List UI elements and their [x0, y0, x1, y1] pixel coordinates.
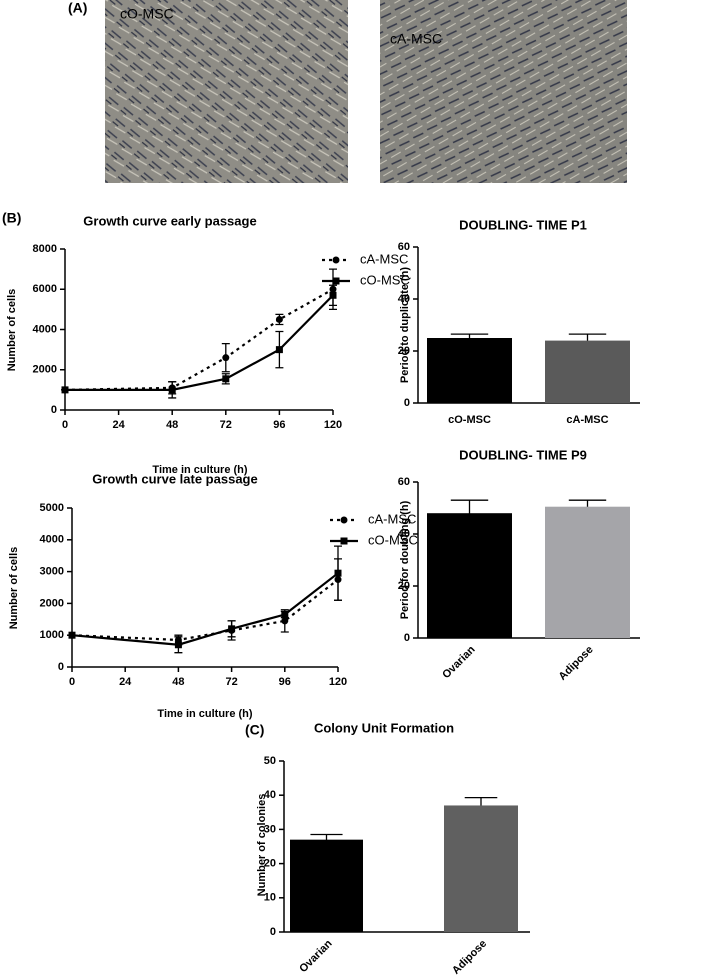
- y-axis-label: Number of colonies: [256, 794, 268, 897]
- y-tick-label: 10: [264, 892, 276, 904]
- legend-label: cO-MSC: [360, 272, 410, 287]
- y-axis-label: Period for doubling (h): [399, 500, 411, 619]
- series-line: [71, 578, 339, 642]
- panel-label: (A): [68, 0, 87, 16]
- y-tick-label: 40: [398, 528, 410, 540]
- y-tick-label: 0: [404, 397, 410, 409]
- y-tick-label: 1000: [40, 629, 64, 641]
- y-tick-label: 50: [264, 755, 276, 767]
- chart-title: DOUBLING- TIME P1: [459, 217, 587, 232]
- bar: [290, 839, 363, 932]
- panel-label: (B): [2, 210, 21, 226]
- marker: [281, 617, 289, 625]
- micrograph: [380, 0, 627, 183]
- marker: [329, 291, 337, 299]
- y-axis-label: Number of cells: [8, 547, 20, 630]
- legend-marker: [340, 537, 348, 545]
- x-tick-label: 24: [119, 676, 132, 688]
- legend-marker: [340, 516, 348, 524]
- x-tick-label: Ovarian: [440, 643, 478, 681]
- x-axis-label: Time in culture (h): [152, 464, 247, 476]
- marker: [275, 346, 283, 354]
- marker: [281, 611, 289, 619]
- bar: [545, 506, 630, 638]
- series-line: [71, 572, 339, 646]
- x-tick-label: 96: [273, 419, 285, 431]
- y-tick-label: 60: [398, 476, 410, 488]
- y-tick-label: 40: [264, 789, 276, 801]
- panel-label: (C): [245, 722, 264, 738]
- x-tick-label: Ovarian: [297, 937, 335, 975]
- legend-label: cA-MSC: [368, 511, 416, 526]
- y-tick-label: 3000: [40, 566, 64, 578]
- marker: [275, 315, 283, 323]
- x-tick-label: 72: [225, 676, 237, 688]
- chart-title: Growth curve late passage: [92, 471, 257, 486]
- x-tick-label: cA-MSC: [566, 414, 608, 426]
- y-tick-label: 8000: [33, 243, 57, 255]
- y-tick-label: 40: [398, 293, 410, 305]
- marker: [61, 386, 69, 394]
- marker: [168, 386, 176, 394]
- series-line: [65, 294, 334, 391]
- y-tick-label: 5000: [40, 502, 64, 514]
- bar: [427, 338, 512, 403]
- y-tick-label: 60: [398, 241, 410, 253]
- x-tick-label: Adipose: [450, 938, 489, 977]
- x-tick-label: 120: [324, 419, 342, 431]
- x-tick-label: Adipose: [556, 644, 595, 683]
- x-tick-label: 120: [329, 676, 347, 688]
- y-tick-label: 30: [264, 823, 276, 835]
- y-tick-label: 0: [270, 926, 276, 938]
- marker: [228, 625, 236, 633]
- series-line: [64, 288, 334, 391]
- chart-title: Colony Unit Formation: [314, 720, 454, 735]
- legend-label: cA-MSC: [360, 251, 408, 266]
- x-tick-label: 48: [166, 419, 178, 431]
- bar: [444, 805, 518, 932]
- marker: [334, 569, 342, 577]
- y-axis-label: Number of cells: [6, 289, 18, 372]
- micrograph: [105, 0, 348, 183]
- bar: [545, 340, 630, 403]
- x-tick-label: 24: [112, 419, 125, 431]
- y-tick-label: 0: [58, 661, 64, 673]
- y-tick-label: 4000: [33, 323, 57, 335]
- marker: [68, 631, 76, 639]
- bar: [427, 513, 512, 638]
- y-tick-label: 20: [264, 858, 276, 870]
- y-tick-label: 0: [404, 632, 410, 644]
- y-tick-label: 20: [398, 345, 410, 357]
- legend-label: cO-MSC: [368, 532, 418, 547]
- marker: [222, 354, 230, 362]
- y-axis-label: Period to duplicate (h): [399, 267, 411, 383]
- chart-title: DOUBLING- TIME P9: [459, 447, 587, 462]
- x-tick-label: 0: [69, 676, 75, 688]
- image-label: cO-MSC: [120, 6, 174, 22]
- y-tick-label: 20: [398, 580, 410, 592]
- chart-title: Growth curve early passage: [83, 213, 256, 228]
- marker: [222, 375, 230, 383]
- x-tick-label: 0: [62, 419, 68, 431]
- legend-marker: [332, 277, 340, 285]
- image-label: cA-MSC: [390, 31, 442, 47]
- y-tick-label: 2000: [40, 597, 64, 609]
- x-tick-label: cO-MSC: [448, 414, 491, 426]
- y-tick-label: 2000: [33, 364, 57, 376]
- marker: [174, 641, 182, 649]
- y-tick-label: 6000: [33, 283, 57, 295]
- x-tick-label: 96: [279, 676, 291, 688]
- x-tick-label: 48: [172, 676, 184, 688]
- x-tick-label: 72: [220, 419, 232, 431]
- x-axis-label: Time in culture (h): [157, 708, 252, 720]
- y-tick-label: 0: [51, 404, 57, 416]
- legend-marker: [332, 256, 340, 264]
- y-tick-label: 4000: [40, 534, 64, 546]
